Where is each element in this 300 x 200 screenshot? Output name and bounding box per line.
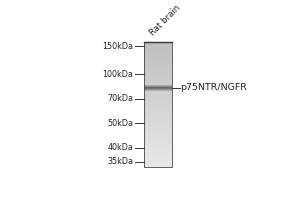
Bar: [145, 42, 172, 167]
Text: 35kDa: 35kDa: [107, 157, 133, 166]
Text: 50kDa: 50kDa: [107, 119, 133, 128]
Text: 70kDa: 70kDa: [107, 94, 133, 103]
Text: 150kDa: 150kDa: [102, 42, 133, 51]
Text: Rat brain: Rat brain: [148, 3, 183, 37]
Text: 100kDa: 100kDa: [102, 70, 133, 79]
Text: p75NTR/NGFR: p75NTR/NGFR: [181, 83, 248, 92]
Text: 40kDa: 40kDa: [107, 143, 133, 152]
